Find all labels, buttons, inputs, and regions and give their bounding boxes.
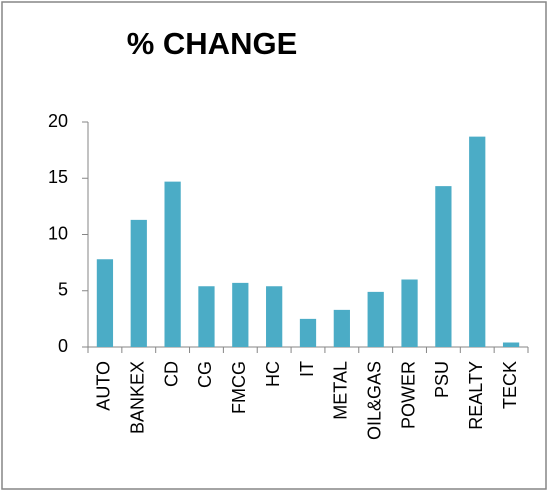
x-tick-label: IT <box>297 361 317 377</box>
x-tick-label: HC <box>263 361 283 387</box>
bar <box>232 282 249 347</box>
y-tick-label: 20 <box>48 111 68 131</box>
y-tick-label: 15 <box>48 167 68 187</box>
bar <box>266 286 283 347</box>
bar <box>164 181 181 347</box>
bar <box>435 186 452 347</box>
bar <box>299 318 317 347</box>
x-tick-label: CD <box>161 361 181 387</box>
y-tick-label: 10 <box>48 223 68 243</box>
bar <box>96 259 114 347</box>
x-tick-label: TECK <box>500 361 520 409</box>
x-tick-label: PSU <box>432 361 452 398</box>
bar <box>502 342 520 347</box>
bar <box>333 309 350 347</box>
x-tick-label: OIL&GAS <box>364 361 384 440</box>
x-tick-label: REALTY <box>466 361 486 430</box>
bar <box>367 291 384 347</box>
bar <box>401 279 418 347</box>
y-tick-label: 5 <box>58 280 68 300</box>
chart-title: % CHANGE <box>127 26 298 61</box>
bar <box>469 136 486 347</box>
x-tick-label: FMCG <box>229 361 249 414</box>
bar <box>130 219 147 347</box>
x-tick-label: BANKEX <box>128 361 148 434</box>
x-tick-label: METAL <box>331 361 351 420</box>
x-tick-label: POWER <box>398 361 418 429</box>
x-tick-label: AUTO <box>94 361 114 411</box>
x-tick-label: CG <box>195 361 215 388</box>
y-tick-label: 0 <box>58 336 68 356</box>
bar <box>198 286 215 347</box>
